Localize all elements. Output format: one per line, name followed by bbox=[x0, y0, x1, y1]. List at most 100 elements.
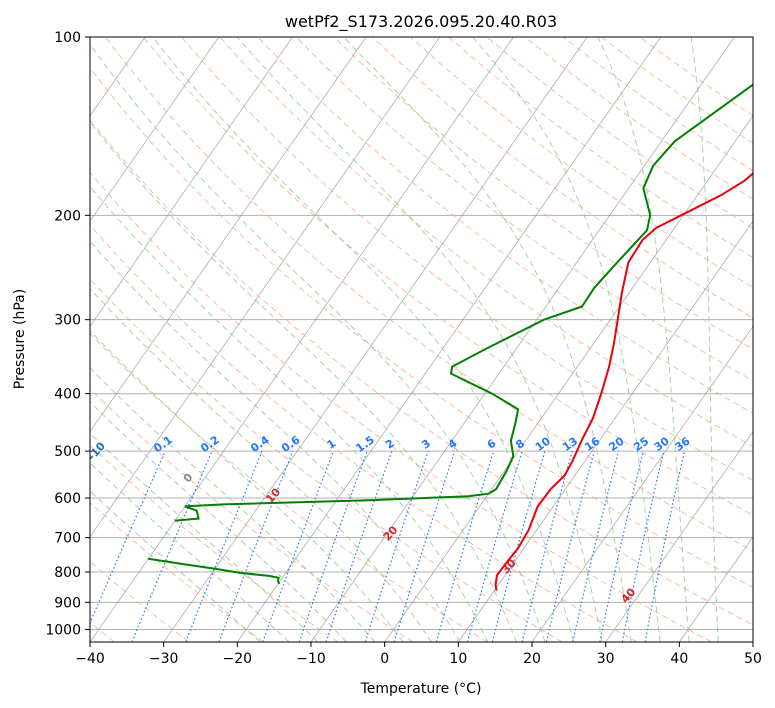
mixing-ratio-label: 1.5 bbox=[353, 433, 376, 455]
moist-adiabat-line bbox=[90, 462, 290, 642]
moist-adiabat-line bbox=[236, 37, 603, 642]
mixing-ratio-line bbox=[131, 450, 213, 642]
mixing-ratio-line bbox=[466, 450, 523, 642]
isotherm-line bbox=[90, 37, 293, 327]
mixing-ratio-line bbox=[298, 450, 368, 642]
dry-adiabat-line bbox=[104, 37, 753, 552]
mixing-ratio-line bbox=[644, 450, 686, 642]
temperature-profile-line bbox=[494, 172, 753, 591]
mixing-ratio-line bbox=[262, 450, 334, 642]
mixing-ratio-line bbox=[521, 450, 573, 642]
x-tick-label: −40 bbox=[75, 651, 105, 667]
x-tick-label: −10 bbox=[296, 651, 326, 667]
y-tick-label: 100 bbox=[54, 30, 81, 46]
moist-adiabat-line bbox=[597, 37, 690, 642]
y-tick-label: 700 bbox=[54, 531, 81, 547]
dry-adiabat-line bbox=[90, 171, 712, 642]
isotherm-line bbox=[90, 37, 367, 433]
dry-adiabat-line bbox=[90, 502, 264, 642]
x-tick-label: 0 bbox=[380, 651, 389, 667]
dewpoint-profile-lower-line bbox=[148, 557, 281, 585]
y-tick-label: 1000 bbox=[45, 622, 81, 638]
moist-adiabat-line bbox=[90, 185, 489, 642]
mixing-ratio-line bbox=[599, 450, 644, 642]
dry-adiabat-line bbox=[90, 332, 488, 642]
dry-adiabat-line bbox=[257, 37, 753, 414]
mixing-ratio-label: 1 bbox=[325, 437, 339, 452]
moist-adiabat-line bbox=[90, 401, 347, 642]
dry-adiabat-line bbox=[181, 37, 753, 482]
mixing-ratio-label: 3 bbox=[419, 437, 433, 452]
moist-adiabat-line bbox=[90, 288, 432, 642]
dewpoint-profile-line bbox=[174, 83, 753, 522]
isotherm-line bbox=[679, 536, 753, 642]
moist-adiabat-line bbox=[152, 37, 575, 642]
y-axis: 100 200 300 400 500 600 700 800 900 1000 bbox=[45, 30, 90, 638]
x-tick-label: 40 bbox=[670, 651, 688, 667]
dry-adiabat-line bbox=[410, 37, 753, 289]
moist-adiabat-line bbox=[90, 240, 461, 642]
x-tick-label: −30 bbox=[149, 651, 179, 667]
y-tick-label: 800 bbox=[54, 565, 81, 581]
isotherm-line bbox=[310, 37, 735, 642]
dry-adiabat-line bbox=[486, 37, 753, 229]
dry-adiabat-line bbox=[448, 37, 753, 259]
dry-adiabat-line bbox=[639, 37, 753, 117]
dry-adiabat-line bbox=[295, 37, 753, 382]
isotherm-line bbox=[237, 37, 662, 642]
mixing-ratio-line bbox=[435, 450, 495, 642]
isotherm-line bbox=[90, 37, 220, 222]
mixing-ratio-line bbox=[185, 450, 263, 642]
moist-adiabat-line bbox=[90, 490, 261, 642]
x-axis: −40 −30 −20 −10 0 10 20 30 40 50 bbox=[75, 642, 762, 667]
y-tick-label: 400 bbox=[54, 387, 81, 403]
moist-adiabat-line bbox=[90, 367, 376, 642]
moist-adiabat-line bbox=[90, 432, 319, 642]
moist-adiabat-line bbox=[343, 37, 632, 642]
x-tick-label: 30 bbox=[597, 651, 615, 667]
mixing-ratio-line bbox=[393, 450, 456, 642]
mixing-ratio-line bbox=[218, 450, 294, 642]
dry-adiabat-label: -20 bbox=[0, 410, 19, 434]
isotherm-line bbox=[90, 37, 514, 642]
dry-adiabat-label: 20 bbox=[381, 523, 401, 543]
mixing-ratio-line bbox=[325, 450, 393, 642]
isotherm-line bbox=[163, 37, 588, 642]
dry-adiabat-line bbox=[219, 37, 753, 448]
isotherm-line bbox=[531, 325, 753, 642]
mixing-ratio-line bbox=[90, 450, 166, 625]
plot-frame bbox=[89, 36, 754, 643]
dry-adiabat-line bbox=[90, 444, 339, 642]
plot-area: 0.10.20.40.611.52346810131620253036-100-… bbox=[0, 37, 753, 642]
mixing-ratio-line bbox=[491, 450, 546, 642]
mixing-ratio-label: 0.6 bbox=[279, 433, 303, 455]
isotherm-line bbox=[90, 37, 441, 538]
mixing-ratio-label: 8 bbox=[513, 437, 527, 452]
mixing-ratio-label: 0.1 bbox=[151, 433, 174, 455]
x-tick-label: 10 bbox=[449, 651, 467, 667]
dry-adiabat-line bbox=[90, 388, 414, 642]
mixing-ratio-line bbox=[364, 450, 429, 642]
mixing-ratio-label: 4 bbox=[446, 437, 460, 452]
chart-title: wetPf2_S173.2026.095.20.40.R03 bbox=[285, 12, 557, 32]
mixing-ratio-line bbox=[572, 450, 620, 642]
moist-adiabat-line bbox=[90, 121, 517, 642]
y-tick-label: 300 bbox=[54, 313, 81, 329]
mixing-ratio-label: 0.4 bbox=[248, 433, 272, 455]
isotherm-line bbox=[605, 430, 753, 642]
dry-adiabat-line bbox=[90, 119, 753, 626]
mixing-ratio-label: 2 bbox=[383, 437, 397, 452]
x-tick-label: −20 bbox=[223, 651, 253, 667]
moist-adiabat-line bbox=[472, 37, 661, 642]
x-tick-label: 50 bbox=[744, 651, 762, 667]
y-tick-label: 500 bbox=[54, 444, 81, 460]
moist-adiabat-line bbox=[90, 329, 404, 642]
isotherm-line bbox=[458, 220, 753, 642]
x-tick-label: 20 bbox=[523, 651, 541, 667]
y-tick-label: 900 bbox=[54, 595, 81, 611]
dry-adiabat-line bbox=[143, 37, 753, 516]
dry-adiabat-line bbox=[90, 67, 753, 588]
y-tick-label: 600 bbox=[54, 491, 81, 507]
dry-adiabat-line bbox=[601, 37, 753, 144]
